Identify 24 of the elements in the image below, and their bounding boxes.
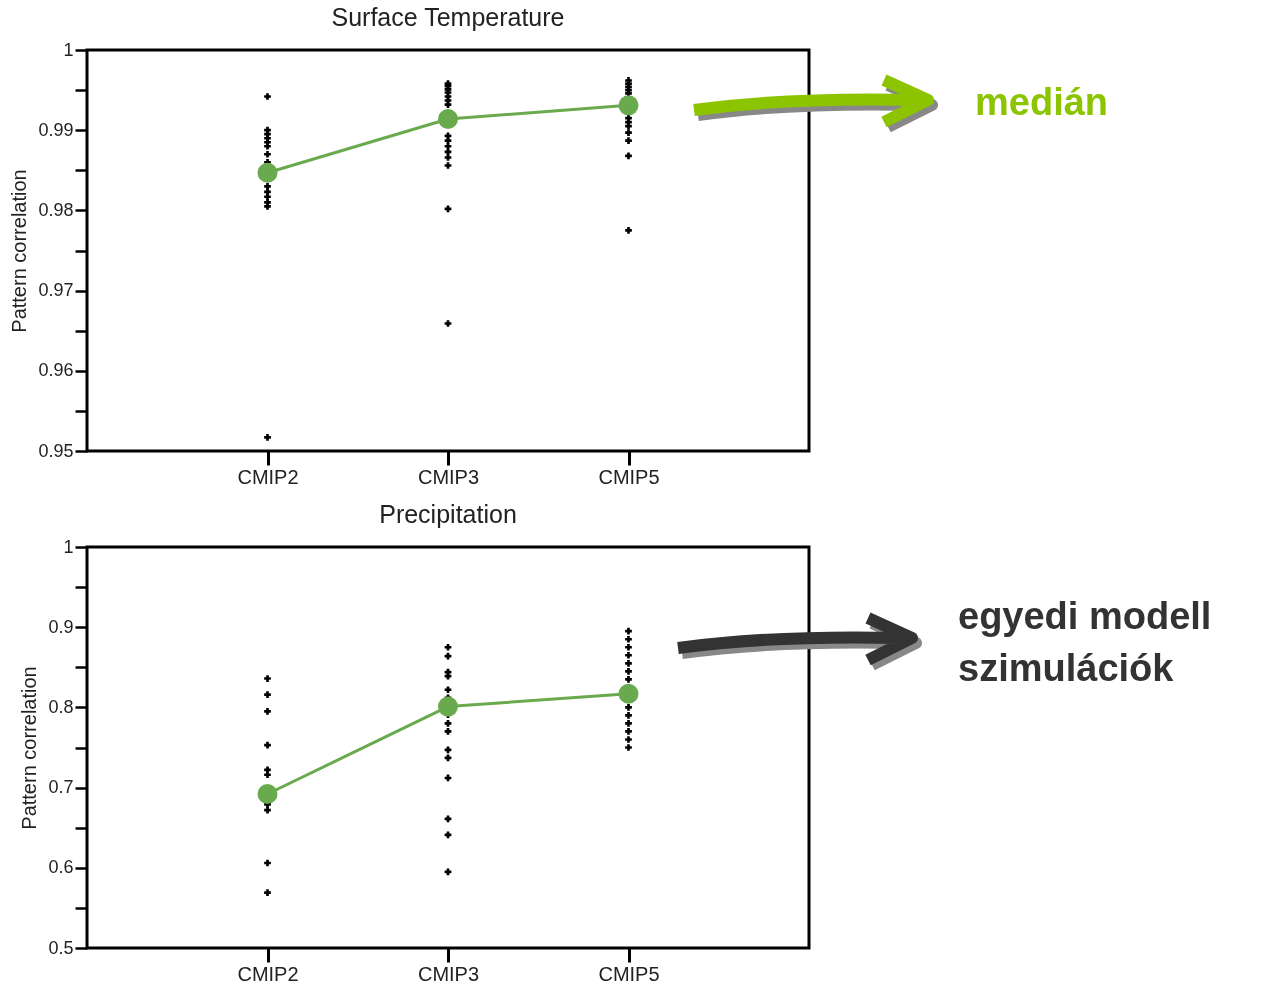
y-tick-label: 0.99 (38, 119, 74, 140)
text: egyedi modell szimulációk (958, 594, 1213, 691)
y-tick-label: 0.9 (48, 616, 74, 637)
y-tick-label: 0.97 (38, 280, 74, 301)
y-tick-label: 0.95 (38, 440, 74, 461)
y-axis-title: Pattern correlation (18, 666, 41, 830)
y-tick-label: 0.6 (48, 857, 74, 878)
x-tick-label: CMIP2 (237, 465, 299, 488)
x-tick-label: CMIP3 (417, 465, 480, 488)
y-tick-label: 0.96 (38, 360, 74, 381)
y-axis-title: Pattern correlation (8, 169, 31, 333)
x-tick-label: CMIP3 (417, 962, 480, 985)
y-tick-label: 1 (63, 39, 74, 60)
y-tick-label: 0.7 (48, 777, 74, 798)
x-tick-label: CMIP5 (598, 962, 660, 985)
text: medián (975, 80, 1110, 125)
x-tick-label: CMIP2 (237, 962, 299, 985)
y-tick-label: 0.5 (48, 937, 74, 958)
y-tick-label: 1 (63, 536, 74, 557)
y-tick-label: 0.8 (48, 696, 74, 717)
x-tick-label: CMIP5 (598, 465, 660, 488)
chart-title: Surface Temperature (331, 3, 565, 31)
chart-title: Precipitation (379, 500, 517, 528)
y-tick-label: 0.98 (38, 199, 74, 220)
